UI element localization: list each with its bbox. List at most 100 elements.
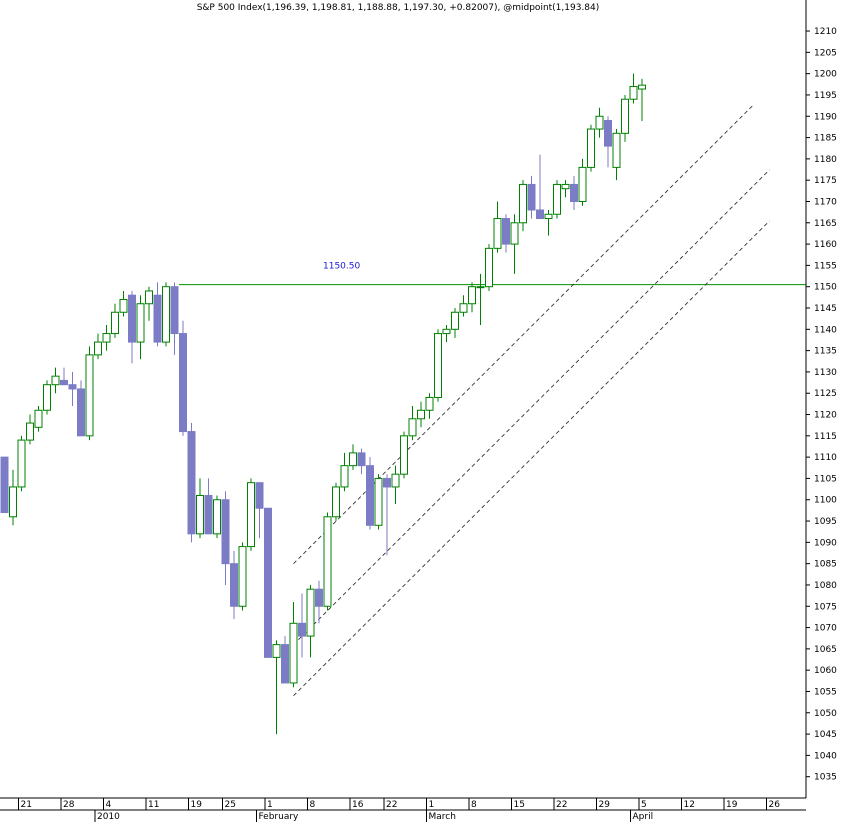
y-tick-label: 1035 [814, 773, 837, 783]
candle [298, 593, 306, 658]
candle [570, 175, 578, 210]
candle [17, 435, 26, 492]
candle [408, 406, 417, 441]
x-tick-label: 28 [63, 800, 75, 810]
candle-body-up [638, 84, 646, 90]
y-tick-label: 1170 [814, 197, 837, 207]
candle-body-down [383, 477, 391, 488]
candle [374, 474, 383, 530]
candle-body-up [587, 128, 595, 168]
candle-body-up [544, 213, 553, 220]
y-axis: 1035 1040 1045 1050 1055 1060 1065 1070 1075 1080… [805, 0, 837, 798]
y-tick-label: 1040 [814, 751, 837, 761]
y-tick-label: 1055 [814, 687, 837, 697]
candle [68, 371, 77, 406]
candle [519, 180, 527, 232]
candle-body-down [536, 209, 544, 220]
candle-body-down [255, 482, 264, 509]
candle [247, 478, 255, 551]
candle-body-up [629, 85, 638, 100]
candle [323, 512, 332, 611]
candle-body-up [374, 477, 383, 526]
y-tick-label: 1065 [814, 645, 837, 655]
candle [553, 180, 561, 219]
y-tick-label: 1140 [814, 325, 837, 335]
month-label: March [429, 812, 456, 822]
y-tick-label: 1080 [814, 581, 837, 591]
candle [425, 393, 434, 419]
y-tick-label: 1145 [814, 304, 837, 314]
candle-body-up [468, 286, 476, 305]
candle-body-up [9, 486, 17, 518]
candle [264, 507, 272, 658]
y-tick-label: 1115 [814, 432, 837, 442]
candle-body-up [136, 303, 145, 343]
candle-body-up [145, 290, 153, 305]
x-tick-label: 11 [148, 800, 159, 810]
candle [85, 346, 94, 441]
candle [281, 636, 289, 684]
candle-body-up [578, 166, 587, 202]
chart-title: S&P 500 Index(1,196.39, 1,198.81, 1,188.… [197, 3, 600, 13]
candle-body-up [238, 546, 247, 607]
candle [119, 290, 128, 317]
x-tick-label: 16 [352, 800, 364, 810]
candle [289, 602, 298, 688]
x-tick-label: 15 [514, 800, 525, 810]
candle [162, 282, 170, 347]
candle [272, 640, 281, 735]
candle-body-up [391, 473, 400, 488]
candle [77, 380, 85, 437]
candle [544, 210, 553, 236]
candle-body-up [519, 183, 527, 224]
x-tick-label: 8 [471, 800, 477, 810]
candle-body-up [26, 422, 34, 441]
candle-body-up [323, 516, 332, 607]
channel-line-1 [293, 105, 753, 564]
candle-body-down [264, 507, 272, 658]
candle-body-down [298, 622, 306, 637]
candle [383, 474, 391, 556]
y-tick-label: 1075 [814, 602, 837, 612]
candle-body-down [187, 431, 196, 535]
candle-body-down [315, 588, 323, 607]
candle [0, 456, 9, 514]
candle-body-down [570, 183, 578, 202]
candle-body-up [51, 375, 60, 386]
x-tick-label: 22 [556, 800, 567, 810]
x-tick-label: 1 [429, 800, 435, 810]
candle [60, 367, 68, 386]
candle [187, 423, 196, 543]
candle-body-up [306, 588, 315, 637]
candle-body-down [604, 120, 612, 147]
candle-body-down [230, 563, 238, 607]
x-tick-label: 26 [769, 800, 781, 810]
y-tick-label: 1205 [814, 48, 837, 58]
candle [196, 478, 204, 539]
candle-body-down [502, 218, 510, 245]
candle-body-down [153, 294, 162, 343]
candle-body-down [204, 494, 213, 535]
candle [451, 308, 459, 338]
candle-body-up [408, 418, 417, 437]
candle [357, 448, 366, 475]
month-label: 2010 [97, 812, 120, 822]
candle-body-up [621, 98, 629, 134]
candle-body-up [85, 354, 94, 437]
y-tick-label: 1150 [814, 283, 837, 293]
candle-body-down [0, 456, 9, 514]
candle [468, 282, 476, 313]
candle [9, 469, 17, 526]
candle-body-up [493, 218, 502, 249]
candle [153, 282, 162, 347]
y-tick-label: 1110 [814, 453, 837, 463]
y-tick-label: 1175 [814, 176, 837, 186]
y-tick-label: 1095 [814, 517, 837, 527]
candle [536, 154, 544, 220]
y-tick-label: 1210 [814, 27, 837, 37]
candle-body-up [162, 286, 170, 343]
y-tick-label: 1050 [814, 709, 837, 719]
y-tick-label: 1060 [814, 666, 837, 676]
candle-body-up [553, 183, 561, 215]
candle [502, 214, 510, 253]
